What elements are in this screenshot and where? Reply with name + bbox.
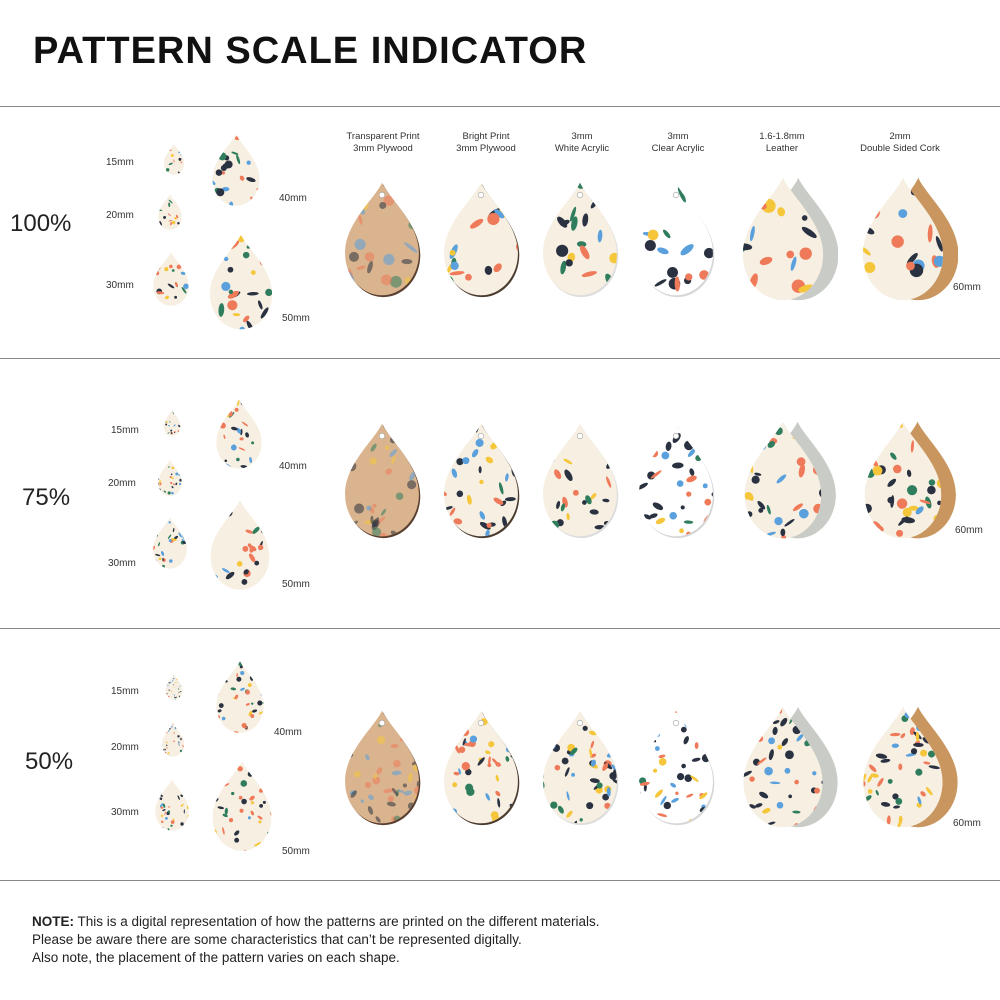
scale-label: 50%: [25, 748, 74, 775]
size-label-60: 60mm: [953, 818, 981, 829]
size-label-30: 30mm: [106, 280, 134, 291]
size-label-20: 20mm: [111, 742, 139, 753]
size-label-40: 40mm: [279, 193, 307, 204]
material-label-white-acrylic: 3mm White Acrylic: [554, 131, 610, 154]
size-label-40: 40mm: [279, 461, 307, 472]
divider: [0, 106, 1000, 107]
size-swatch-drop: [158, 460, 182, 496]
page-title: PATTERN SCALE INDICATOR: [33, 30, 588, 72]
size-label-30: 30mm: [108, 558, 136, 569]
divider: [0, 358, 1000, 359]
material-swatch-drop: [543, 710, 619, 826]
note-line-3: Also note, the placement of the pattern …: [32, 950, 400, 965]
material-swatch-drop: [444, 182, 520, 298]
material-swatch-drop: [345, 182, 421, 298]
size-swatch-drop: [210, 500, 270, 590]
material-swatch-drop: [639, 423, 715, 539]
material-swatch-drop: [863, 706, 958, 828]
size-swatch-drop: [153, 252, 189, 306]
material-swatch-drop: [862, 177, 958, 301]
material-label-clear-acrylic: 3mm Clear Acrylic: [651, 131, 705, 154]
note-line-2: Please be aware there are some character…: [32, 932, 522, 947]
material-swatch-drop: [444, 710, 520, 826]
material-swatch-drop: [345, 423, 421, 539]
scale-label: 100%: [10, 210, 72, 237]
size-label-50: 50mm: [282, 846, 310, 857]
size-swatch-drop: [209, 234, 273, 330]
note-block: NOTE: This is a digital representation o…: [32, 913, 600, 967]
material-label-transparent-plywood: Transparent Print 3mm Plywood: [346, 131, 420, 154]
size-label-15: 15mm: [111, 425, 139, 436]
size-label-15: 15mm: [111, 686, 139, 697]
size-swatch-drop: [158, 194, 182, 230]
size-label-50: 50mm: [282, 579, 310, 590]
divider: [0, 880, 1000, 881]
scale-label: 75%: [22, 484, 71, 511]
size-label-30: 30mm: [111, 807, 139, 818]
size-swatch-drop: [155, 779, 189, 831]
material-swatch-drop: [543, 423, 619, 539]
material-swatch-drop: [743, 706, 838, 828]
note-label: NOTE:: [32, 914, 74, 929]
material-swatch-drop: [639, 710, 715, 826]
size-label-40: 40mm: [274, 727, 302, 738]
size-swatch-drop: [216, 661, 264, 733]
size-swatch-drop: [162, 723, 184, 757]
size-swatch-drop: [163, 144, 185, 175]
material-label-bright-plywood: Bright Print 3mm Plywood: [456, 131, 516, 154]
size-label-20: 20mm: [106, 210, 134, 221]
size-swatch-drop: [165, 674, 183, 700]
material-swatch-drop: [345, 710, 421, 826]
size-label-15: 15mm: [106, 157, 134, 168]
material-label-cork: 2mm Double Sided Cork: [860, 131, 940, 154]
size-label-60: 60mm: [953, 282, 981, 293]
size-swatch-drop: [212, 761, 272, 851]
size-swatch-drop: [153, 517, 187, 569]
size-swatch-drop: [216, 399, 262, 469]
size-label-60: 60mm: [955, 525, 983, 536]
note-line-1: This is a digital representation of how …: [74, 914, 600, 929]
material-label-leather: 1.6-1.8mm Leather: [759, 131, 805, 154]
material-swatch-drop: [543, 182, 619, 298]
material-swatch-drop: [864, 421, 956, 539]
material-swatch-drop: [744, 421, 836, 539]
size-swatch-drop: [163, 410, 181, 436]
material-swatch-drop: [639, 182, 715, 298]
material-swatch-drop: [742, 177, 838, 301]
size-label-20: 20mm: [108, 478, 136, 489]
material-swatch-drop: [444, 423, 520, 539]
divider: [0, 628, 1000, 629]
size-swatch-drop: [212, 134, 260, 206]
size-label-50: 50mm: [282, 313, 310, 324]
